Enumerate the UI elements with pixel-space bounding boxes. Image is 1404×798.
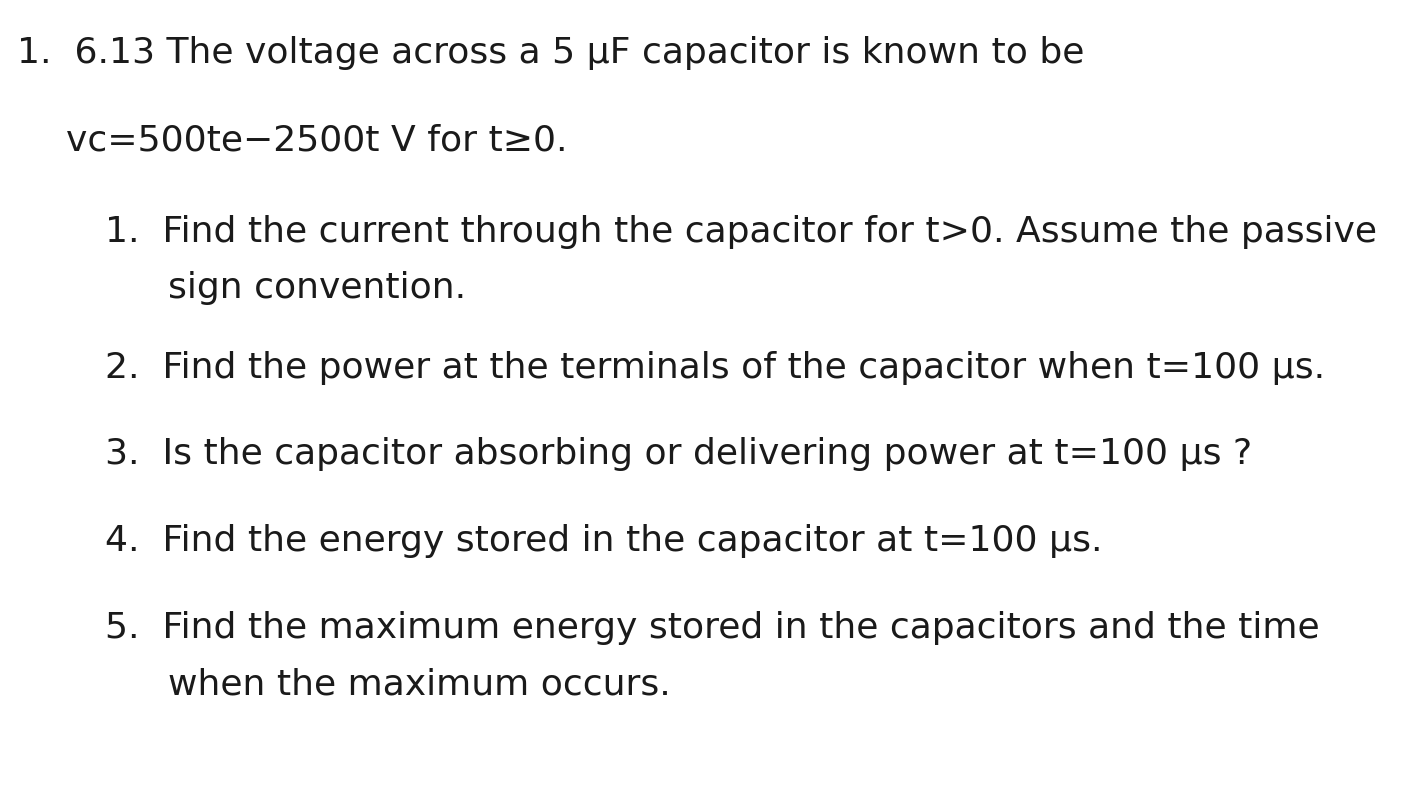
Text: 2.  Find the power at the terminals of the capacitor when t=100 μs.: 2. Find the power at the terminals of th… bbox=[105, 351, 1325, 385]
Text: vc=500te−2500t V for t≥0.: vc=500te−2500t V for t≥0. bbox=[66, 124, 567, 158]
Text: 5.  Find the maximum energy stored in the capacitors and the time: 5. Find the maximum energy stored in the… bbox=[105, 611, 1320, 646]
Text: sign convention.: sign convention. bbox=[168, 271, 466, 306]
Text: 3.  Is the capacitor absorbing or delivering power at t=100 μs ?: 3. Is the capacitor absorbing or deliver… bbox=[105, 437, 1252, 472]
Text: when the maximum occurs.: when the maximum occurs. bbox=[168, 668, 671, 702]
Text: 1.  Find the current through the capacitor for t>0. Assume the passive: 1. Find the current through the capacito… bbox=[105, 215, 1377, 250]
Text: 4.  Find the energy stored in the capacitor at t=100 μs.: 4. Find the energy stored in the capacit… bbox=[105, 524, 1102, 559]
Text: 1.  6.13 The voltage across a 5 μF capacitor is known to be: 1. 6.13 The voltage across a 5 μF capaci… bbox=[17, 36, 1084, 70]
